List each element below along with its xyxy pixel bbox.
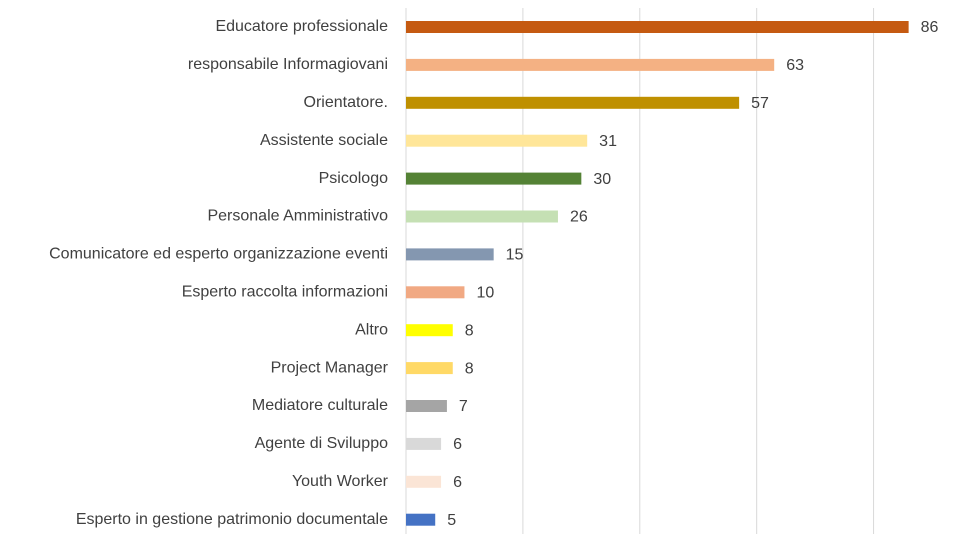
category-label: Altro	[355, 321, 388, 338]
category-label: Educatore professionale	[215, 18, 388, 35]
bar	[406, 437, 442, 450]
category-label: Psicologo	[319, 170, 388, 187]
bar	[406, 400, 447, 412]
data-label: 31	[599, 133, 617, 150]
bar	[406, 210, 558, 223]
category-label: Mediatore culturale	[252, 397, 388, 414]
bar	[406, 362, 453, 375]
data-label: 6	[453, 474, 462, 491]
bar	[406, 513, 436, 526]
bar	[406, 21, 909, 33]
bar	[406, 172, 582, 185]
category-label: Personale Amministrativo	[207, 208, 388, 225]
bar	[406, 475, 442, 488]
data-label: 8	[465, 322, 474, 339]
data-label: 30	[593, 171, 611, 188]
data-label: 86	[921, 19, 939, 36]
category-label: Youth Worker	[292, 473, 389, 490]
data-label: 15	[506, 247, 524, 264]
bar	[406, 324, 453, 337]
bar	[406, 58, 775, 71]
category-label: Esperto in gestione patrimonio documenta…	[76, 511, 388, 528]
data-label: 6	[453, 436, 462, 453]
data-label: 26	[570, 209, 588, 226]
bar	[406, 286, 465, 299]
data-label: 7	[459, 398, 468, 415]
data-label: 8	[465, 360, 474, 377]
category-label: Comunicatore ed esperto organizzazione e…	[49, 246, 388, 263]
category-label: Agente di Sviluppo	[255, 435, 389, 452]
category-label: Assistente sociale	[260, 132, 388, 149]
bar	[406, 96, 740, 109]
bar	[406, 134, 588, 147]
bar	[406, 248, 494, 261]
data-label: 57	[751, 95, 769, 112]
data-label: 63	[786, 57, 804, 74]
category-label: responsabile Informagiovani	[188, 56, 388, 73]
data-label: 10	[476, 285, 494, 302]
category-label: Project Manager	[271, 359, 389, 376]
category-label: Esperto raccolta informazioni	[182, 284, 388, 301]
category-label: Orientatore.	[304, 94, 388, 111]
data-label: 5	[447, 512, 456, 529]
